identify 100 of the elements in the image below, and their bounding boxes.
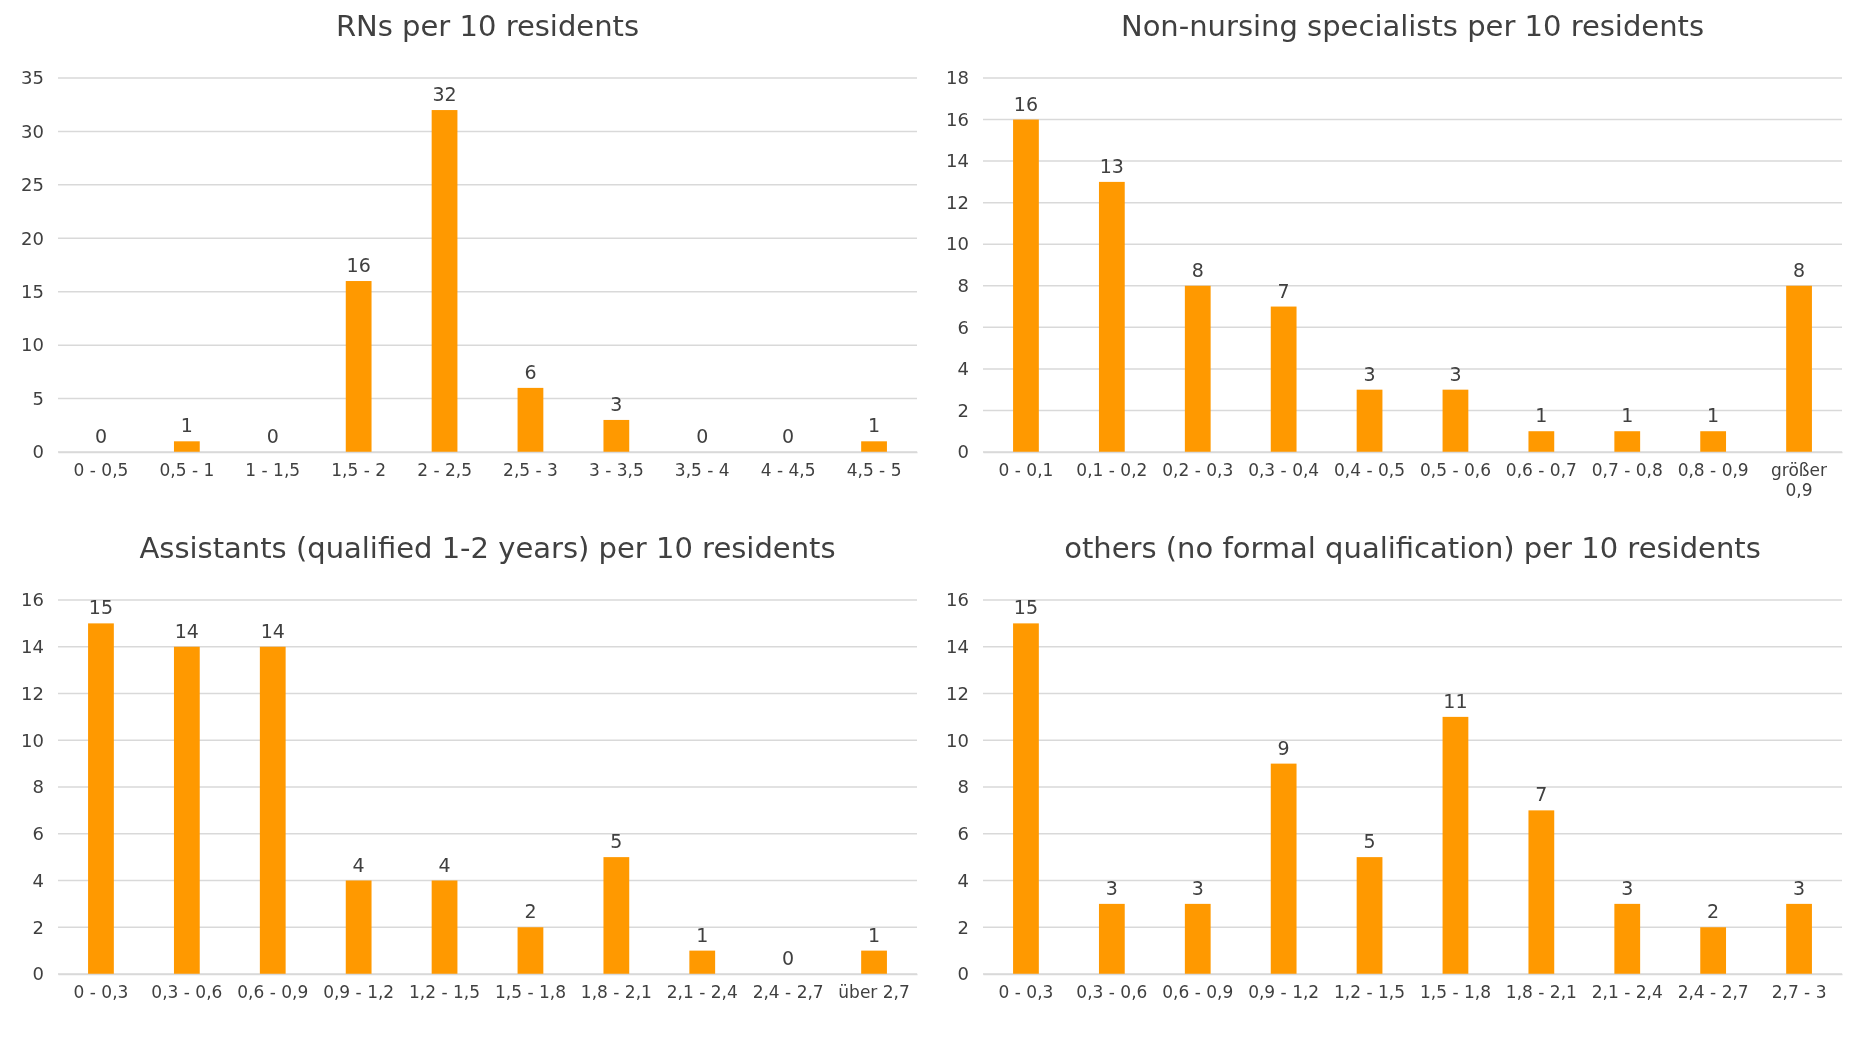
x-tick-label: 0,3 - 0,4 (1248, 460, 1320, 481)
data-label: 3 (1191, 876, 1204, 899)
bar (1356, 857, 1383, 974)
bar (689, 950, 716, 974)
data-label: 7 (1277, 279, 1290, 302)
x-tick-label: 0,8 - 0,9 (1677, 460, 1749, 481)
bar (603, 419, 630, 452)
x-tick-label: 4 - 4,5 (760, 460, 816, 481)
y-tick-label: 2 (957, 399, 969, 421)
y-tick-label: 8 (32, 776, 44, 798)
bar (1270, 306, 1297, 452)
data-label: 3 (1105, 876, 1118, 899)
x-tick-label: 2,7 - 3 (1771, 982, 1827, 1003)
data-label: 16 (1013, 92, 1039, 115)
bar (1528, 810, 1555, 974)
x-tick-label: 1,8 - 2,1 (580, 982, 652, 1003)
x-tick-label: 1,8 - 2,1 (1505, 982, 1577, 1003)
y-tick-label: 0 (957, 963, 969, 985)
y-tick-label: 10 (946, 233, 969, 255)
x-tick-label: 0 - 0,3 (73, 982, 129, 1003)
bar (431, 880, 458, 974)
bar (1098, 181, 1125, 452)
bar (1528, 431, 1555, 452)
x-tick-label: 1,5 - 1,8 (494, 982, 566, 1003)
x-tick-label: 1,2 - 1,5 (1334, 982, 1406, 1003)
y-tick-label: 16 (946, 589, 969, 611)
data-label: 11 (1443, 689, 1468, 712)
bar (1098, 903, 1125, 974)
data-label: 1 (1535, 404, 1548, 427)
x-tick-label: 0 - 0,1 (998, 460, 1054, 481)
bar (603, 857, 630, 974)
x-tick-label: 0 - 0,3 (998, 982, 1054, 1003)
data-label: 0 (782, 947, 795, 969)
x-tick-label: 3 - 3,5 (588, 460, 644, 481)
data-label: 16 (346, 254, 371, 277)
data-label: 8 (1793, 258, 1806, 281)
data-label: 0 (94, 425, 107, 447)
data-label: 8 (1191, 258, 1204, 281)
x-tick-label: 3,5 - 4 (674, 460, 730, 481)
data-label: 15 (1013, 596, 1039, 619)
y-tick-label: 0 (32, 441, 44, 463)
chart-title: RNs per 10 residents (335, 9, 640, 43)
bar (259, 646, 286, 974)
x-tick-label: 0,6 - 0,7 (1505, 460, 1577, 481)
x-tick-label: 0,2 - 0,3 (1162, 460, 1234, 481)
y-tick-label: 14 (946, 150, 969, 172)
x-tick-label: über 2,7 (838, 982, 910, 1003)
y-tick-label: 18 (946, 67, 969, 89)
bar (861, 441, 887, 452)
x-tick-label: 2 - 2,5 (417, 460, 472, 481)
x-tick-label: 2,1 - 2,4 (1591, 982, 1663, 1003)
data-label: 32 (432, 83, 457, 106)
bar (88, 623, 114, 974)
data-label: 3 (1363, 362, 1376, 385)
y-tick-label: 10 (21, 334, 44, 356)
bar (1013, 623, 1039, 974)
x-tick-label: 0,3 - 0,6 (151, 982, 223, 1003)
y-tick-label: 25 (21, 174, 44, 196)
y-tick-label: 20 (21, 227, 44, 249)
data-label: 0 (696, 425, 709, 447)
bar (1184, 285, 1211, 452)
y-tick-label: 16 (946, 108, 969, 130)
x-tick-label: 0,5 - 1 (159, 460, 215, 481)
data-label: 15 (88, 596, 114, 619)
data-label: 0 (782, 425, 795, 447)
y-tick-label: 8 (957, 776, 969, 798)
bar (1786, 285, 1812, 452)
y-tick-label: 0 (957, 441, 969, 463)
y-tick-label: 10 (946, 729, 969, 751)
y-tick-label: 30 (21, 120, 44, 142)
x-tick-label: 1,2 - 1,5 (409, 982, 481, 1003)
y-tick-label: 5 (32, 387, 44, 409)
y-tick-label: 6 (957, 823, 969, 845)
data-label: 14 (174, 619, 199, 642)
y-tick-label: 14 (946, 636, 969, 658)
data-label: 5 (1363, 830, 1376, 853)
chart-title: Assistants (qualified 1-2 years) per 10 residents (139, 531, 836, 565)
y-tick-label: 8 (957, 275, 969, 297)
x-tick-label: 0,6 - 0,9 (237, 982, 309, 1003)
y-tick-label: 16 (21, 589, 44, 611)
chart-title: others (no formal qualification) per 10 residents (1064, 531, 1761, 565)
data-label: 0 (266, 425, 279, 447)
x-tick-label: 0,4 - 0,5 (1334, 460, 1406, 481)
y-tick-label: 10 (21, 729, 44, 751)
x-tick-label: 0,9 - 1,2 (323, 982, 395, 1003)
data-label: 14 (260, 619, 285, 642)
bar (517, 927, 544, 974)
data-label: 9 (1277, 736, 1290, 759)
y-tick-label: 0 (32, 963, 44, 985)
data-label: 1 (868, 414, 881, 437)
x-tick-label: 0,3 - 0,6 (1076, 982, 1148, 1003)
y-tick-label: 4 (957, 869, 969, 891)
bar (431, 110, 458, 452)
bar (1442, 716, 1469, 974)
data-label: 1 (1621, 404, 1634, 427)
y-tick-label: 2 (32, 916, 44, 938)
x-tick-label: 0,9 - 1,2 (1248, 982, 1320, 1003)
x-tick-label: 2,5 - 3 (503, 460, 558, 481)
y-tick-label: 35 (21, 67, 44, 89)
y-tick-label: 15 (21, 280, 44, 302)
